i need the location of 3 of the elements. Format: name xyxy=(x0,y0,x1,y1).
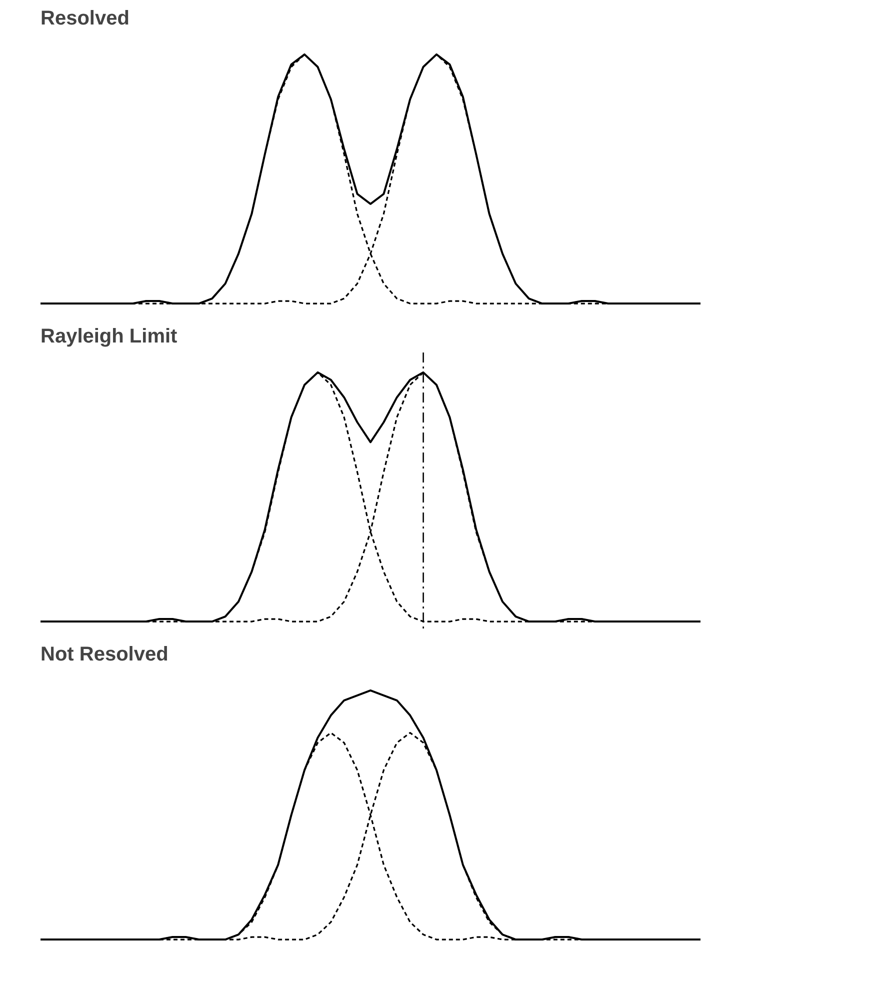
chart-title: Not Resolved xyxy=(40,644,168,666)
chart-title: Rayleigh Limit xyxy=(40,326,178,348)
chart-title: Resolved xyxy=(40,8,130,30)
